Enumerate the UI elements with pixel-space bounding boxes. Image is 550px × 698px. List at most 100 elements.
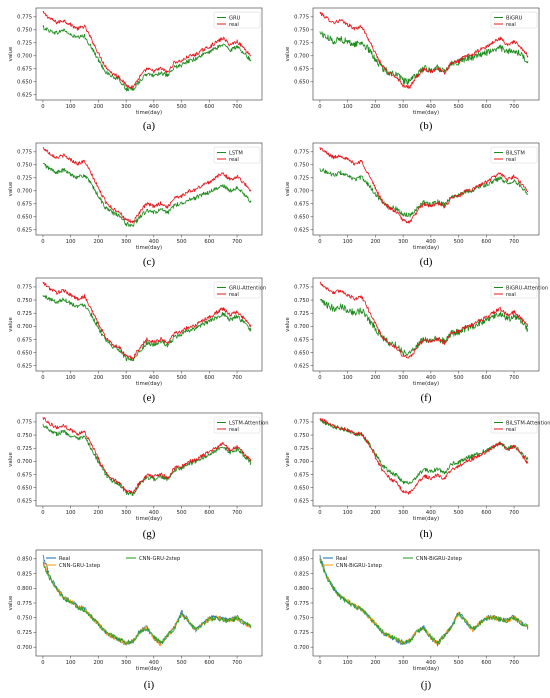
x-tick-label: 600	[481, 660, 491, 666]
x-tick-label: 100	[343, 660, 353, 666]
x-axis-label: time(day)	[136, 666, 162, 672]
panel-label: (c)	[143, 256, 156, 268]
x-tick-label: 700	[232, 239, 242, 245]
x-tick-label: 100	[66, 239, 76, 245]
y-tick-label: 0.825	[17, 571, 32, 577]
y-tick-label: 0.850	[17, 557, 32, 563]
x-tick-label: 400	[426, 104, 436, 110]
panel-label: (g)	[143, 528, 156, 540]
legend-entry: real	[229, 292, 239, 298]
legend-entry: BiGRU	[506, 15, 523, 21]
x-tick-label: 700	[509, 510, 519, 516]
y-tick-label: 0.675	[17, 472, 32, 478]
y-tick-label: 0.775	[294, 420, 309, 426]
x-tick-label: 500	[454, 375, 464, 381]
x-tick-label: 500	[177, 375, 187, 381]
x-tick-label: 500	[454, 104, 464, 110]
y-tick-label: 0.650	[294, 350, 309, 356]
x-tick-label: 100	[66, 510, 76, 516]
x-tick-label: 0	[41, 660, 44, 666]
y-tick-label: 0.650	[17, 350, 32, 356]
y-tick-label: 0.650	[294, 215, 309, 221]
y-tick-label: 0.700	[17, 54, 32, 60]
x-tick-label: 700	[509, 239, 519, 245]
x-tick-label: 200	[93, 239, 103, 245]
x-tick-label: 200	[370, 510, 380, 516]
y-tick-label: 0.725	[17, 176, 32, 182]
y-tick-label: 0.750	[294, 616, 309, 622]
y-tick-label: 0.775	[17, 601, 32, 607]
legend-entry: real	[506, 292, 516, 298]
y-tick-label: 0.675	[17, 337, 32, 343]
legend-entry: GRU	[229, 15, 241, 21]
x-tick-label: 0	[41, 104, 44, 110]
y-tick-label: 0.675	[294, 67, 309, 73]
y-tick-label: 0.775	[17, 285, 32, 291]
x-tick-label: 600	[481, 104, 491, 110]
x-tick-label: 400	[149, 510, 159, 516]
x-tick-label: 100	[343, 375, 353, 381]
y-tick-label: 0.750	[294, 28, 309, 34]
chart-panel-b: 0.650 0.675 0.700 0.725 0.750 0.775 0 100 200 300…	[285, 7, 540, 132]
legend-entry: LSTM-Attention	[229, 420, 269, 426]
y-tick-label: 0.800	[294, 586, 309, 592]
x-tick-label: 200	[370, 104, 380, 110]
y-axis-label: value	[8, 181, 14, 196]
chart-panel-e: 0.625 0.650 0.675 0.700 0.725 0.750 0.775 0 100 2…	[8, 277, 266, 404]
x-tick-label: 300	[398, 104, 408, 110]
y-tick-label: 0.675	[294, 202, 309, 208]
y-tick-label: 0.650	[294, 485, 309, 491]
y-tick-label: 0.700	[17, 459, 32, 465]
x-tick-label: 200	[93, 375, 103, 381]
y-axis-label: value	[8, 595, 14, 610]
y-axis-label: value	[285, 316, 291, 331]
x-tick-label: 600	[204, 375, 214, 381]
y-tick-label: 0.750	[17, 298, 32, 304]
y-tick-label: 0.750	[294, 433, 309, 439]
x-tick-label: 0	[41, 239, 44, 245]
panel-label: (h)	[420, 528, 433, 540]
y-axis-label: value	[8, 316, 14, 331]
y-tick-label: 0.675	[294, 337, 309, 343]
series-line-real	[319, 146, 529, 224]
y-tick-label: 0.625	[294, 499, 309, 505]
x-tick-label: 300	[398, 239, 408, 245]
x-tick-label: 600	[481, 510, 491, 516]
x-tick-label: 400	[149, 660, 159, 666]
x-tick-label: 400	[426, 239, 436, 245]
panel-label: (d)	[420, 256, 433, 268]
x-tick-label: 500	[454, 510, 464, 516]
y-tick-label: 0.850	[294, 557, 309, 563]
y-tick-label: 0.775	[17, 15, 32, 21]
legend-entry: LSTM	[229, 150, 243, 156]
x-tick-label: 300	[121, 104, 131, 110]
x-tick-label: 100	[343, 104, 353, 110]
y-axis-label: value	[285, 46, 291, 61]
x-tick-label: 700	[509, 104, 519, 110]
y-tick-label: 0.675	[17, 202, 32, 208]
y-tick-label: 0.625	[294, 228, 309, 234]
legend-entry: Real	[336, 556, 347, 562]
x-tick-label: 0	[41, 375, 44, 381]
series-line-bilstm	[319, 168, 529, 218]
x-tick-label: 0	[318, 239, 321, 245]
x-tick-label: 700	[232, 104, 242, 110]
x-axis-label: time(day)	[136, 516, 162, 522]
x-tick-label: 100	[66, 104, 76, 110]
y-tick-label: 0.725	[17, 630, 32, 636]
legend-entry: real	[506, 427, 516, 433]
x-tick-label: 500	[177, 660, 187, 666]
x-tick-label: 200	[93, 510, 103, 516]
x-tick-label: 600	[481, 375, 491, 381]
y-tick-label: 0.750	[17, 28, 32, 34]
chart-panel-c: 0.625 0.650 0.675 0.700 0.725 0.750 0.775 0 100 2…	[8, 142, 263, 268]
series-line-cnn-gru-2step	[42, 562, 252, 646]
y-tick-label: 0.700	[294, 459, 309, 465]
y-tick-label: 0.625	[17, 499, 32, 505]
x-tick-label: 100	[343, 239, 353, 245]
x-tick-label: 300	[121, 375, 131, 381]
y-axis-label: value	[285, 181, 291, 196]
